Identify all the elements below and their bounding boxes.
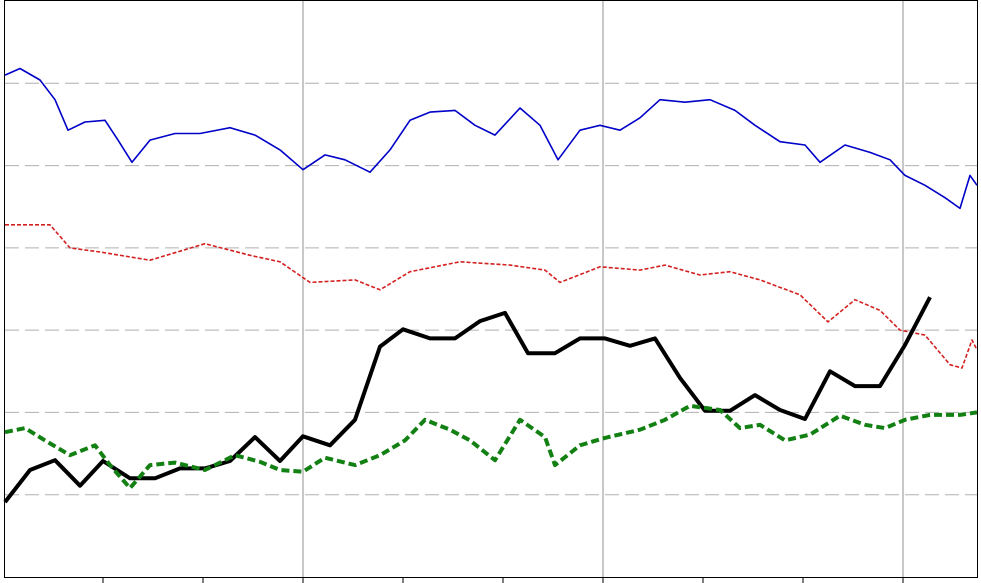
data-line: [4, 403, 978, 491]
data-line: [4, 67, 978, 210]
plot-frame: [4, 0, 978, 578]
data-line: [3, 296, 932, 504]
data-line: [5, 224, 978, 369]
